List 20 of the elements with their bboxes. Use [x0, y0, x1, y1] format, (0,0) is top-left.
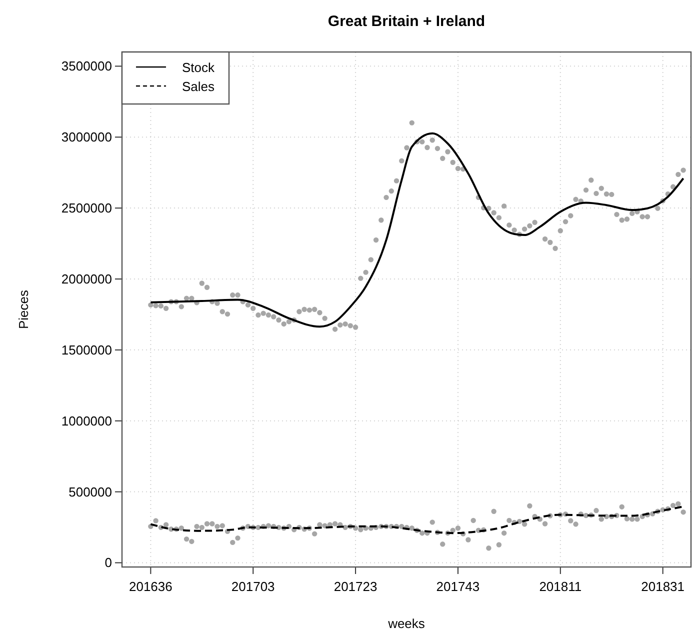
x-tick-label: 201811	[539, 579, 582, 594]
line-series	[150, 506, 684, 534]
x-tick-label: 201743	[436, 579, 480, 594]
x-tick-label: 201723	[334, 579, 378, 594]
y-axis-title: Pieces	[16, 289, 31, 330]
y-tick-label: 2500000	[61, 200, 112, 216]
y-tick-label: 500000	[68, 484, 112, 500]
chart-title: Great Britain + Ireland	[328, 13, 486, 30]
x-tick-label: 201831	[641, 579, 685, 594]
y-tick-label: 0	[104, 555, 112, 570]
y-tick-label: 1500000	[61, 342, 112, 358]
y-tick-label: 1000000	[61, 413, 112, 428]
x-tick-label: 201636	[128, 579, 172, 594]
legend-label: Stock	[182, 60, 216, 75]
legend-label: Sales	[182, 79, 216, 94]
y-tick-label: 2000000	[61, 271, 112, 286]
y-tick-label: 3500000	[61, 58, 112, 74]
y-tick-label: 3000000	[61, 130, 112, 145]
x-tick-label: 201703	[231, 579, 275, 594]
x-axis-title: weeks	[387, 616, 426, 631]
